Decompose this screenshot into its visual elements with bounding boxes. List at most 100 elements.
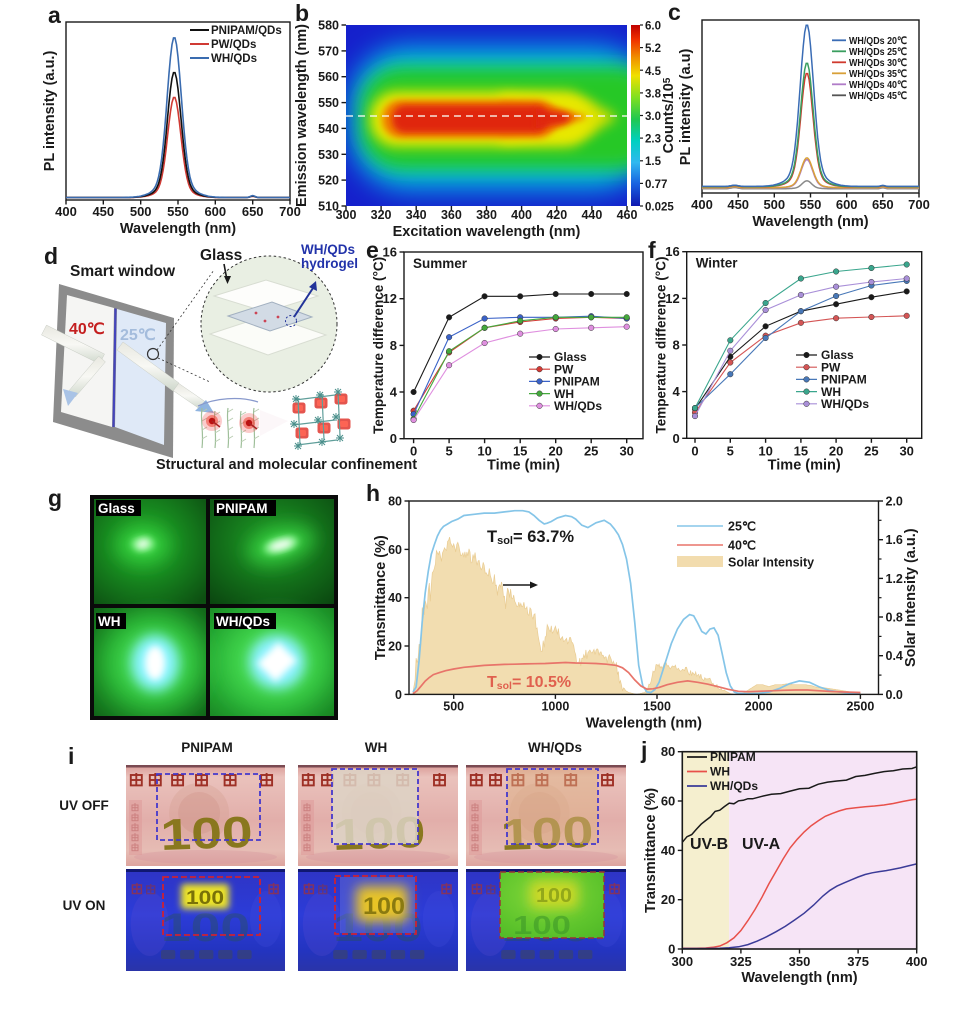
svg-text:460: 460: [617, 208, 638, 222]
svg-text:Glass: Glass: [821, 348, 854, 362]
svg-text:0.0: 0.0: [886, 688, 903, 702]
svg-text:570: 570: [318, 44, 339, 58]
svg-text:0.025: 0.025: [645, 202, 674, 214]
svg-text:Wavelength (nm): Wavelength (nm): [752, 214, 868, 230]
svg-text:UV OFF: UV OFF: [59, 798, 109, 813]
svg-text:WH/QDs 35℃: WH/QDs 35℃: [849, 68, 907, 80]
svg-text:a: a: [48, 2, 61, 28]
svg-text:25: 25: [584, 444, 598, 459]
svg-text:WH: WH: [98, 614, 121, 629]
svg-text:PNIPAM: PNIPAM: [710, 750, 756, 764]
svg-text:PNIPAM/QDs: PNIPAM/QDs: [211, 25, 282, 37]
svg-text:WH/QDs 20℃: WH/QDs 20℃: [849, 35, 907, 47]
svg-text:PW: PW: [554, 362, 574, 376]
svg-text:8: 8: [672, 338, 679, 353]
svg-text:40℃: 40℃: [69, 321, 105, 338]
svg-text:500: 500: [763, 197, 785, 212]
svg-text:6.0: 6.0: [645, 21, 661, 33]
svg-text:WH: WH: [365, 740, 388, 755]
svg-text:0.4: 0.4: [886, 649, 903, 663]
svg-text:0: 0: [395, 688, 402, 702]
svg-text:100: 100: [161, 906, 250, 950]
svg-text:100: 100: [160, 808, 254, 860]
svg-text:hydrogel: hydrogel: [301, 256, 358, 271]
svg-text:40: 40: [661, 843, 675, 858]
svg-text:PL intensity (a.u): PL intensity (a.u): [678, 49, 694, 166]
svg-text:450: 450: [92, 204, 114, 219]
svg-text:100: 100: [363, 893, 405, 920]
svg-text:2000: 2000: [745, 699, 773, 713]
svg-text:2.3: 2.3: [645, 134, 661, 146]
svg-text:WH: WH: [710, 765, 730, 779]
svg-text:30: 30: [619, 444, 633, 459]
svg-text:0: 0: [410, 444, 417, 459]
svg-text:Excitation wavelength (nm): Excitation wavelength (nm): [393, 224, 581, 240]
svg-text:550: 550: [318, 96, 339, 110]
svg-text:3.8: 3.8: [645, 88, 662, 100]
svg-text:b: b: [295, 0, 309, 26]
svg-text:60: 60: [388, 543, 402, 557]
svg-text:10: 10: [758, 443, 772, 458]
svg-text:5: 5: [445, 444, 452, 459]
svg-text:25℃: 25℃: [728, 520, 756, 534]
svg-text:Emission wavelength (nm): Emission wavelength (nm): [294, 24, 310, 207]
svg-text:16: 16: [383, 245, 397, 260]
svg-text:500: 500: [443, 699, 464, 713]
svg-text:c: c: [668, 0, 681, 25]
svg-text:20: 20: [829, 443, 843, 458]
svg-text:560: 560: [318, 70, 339, 84]
svg-text:550: 550: [167, 204, 189, 219]
svg-text:100: 100: [186, 888, 224, 909]
svg-text:Temperature difference (°C): Temperature difference (°C): [654, 257, 669, 434]
svg-text:20: 20: [661, 892, 675, 907]
svg-text:i: i: [68, 743, 74, 769]
svg-text:Structural and molecular confi: Structural and molecular confinement: [156, 457, 417, 473]
svg-text:Time (min): Time (min): [768, 457, 841, 473]
svg-text:Temperature difference (°C): Temperature difference (°C): [371, 257, 386, 434]
svg-text:350: 350: [789, 954, 811, 969]
svg-text:WH/QDs 45℃: WH/QDs 45℃: [849, 90, 907, 102]
svg-text:WH/QDs: WH/QDs: [211, 53, 257, 65]
svg-text:Wavelength (nm): Wavelength (nm): [120, 221, 236, 237]
svg-text:1500: 1500: [643, 699, 671, 713]
svg-text:1.6: 1.6: [886, 533, 903, 547]
svg-text:g: g: [48, 485, 62, 511]
svg-text:Glass: Glass: [554, 350, 587, 364]
svg-text:340: 340: [406, 208, 427, 222]
svg-text:Wavelength (nm): Wavelength (nm): [741, 970, 857, 986]
svg-text:360: 360: [441, 208, 462, 222]
svg-text:700: 700: [908, 197, 930, 212]
svg-text:PNIPAM: PNIPAM: [821, 373, 867, 387]
svg-text:400: 400: [691, 197, 713, 212]
svg-text:UV ON: UV ON: [63, 898, 106, 913]
svg-text:4.5: 4.5: [645, 66, 662, 78]
svg-text:Winter: Winter: [696, 256, 739, 271]
svg-text:420: 420: [546, 208, 567, 222]
svg-text:d: d: [44, 243, 58, 269]
svg-text:650: 650: [242, 204, 264, 219]
svg-text:325: 325: [730, 954, 752, 969]
svg-text:WH/QDs: WH/QDs: [821, 397, 869, 411]
svg-text:1.5: 1.5: [645, 156, 662, 168]
svg-text:440: 440: [581, 208, 602, 222]
svg-text:2500: 2500: [846, 699, 874, 713]
svg-text:PNIPAM: PNIPAM: [554, 375, 600, 389]
svg-text:0: 0: [672, 431, 679, 446]
svg-text:580: 580: [318, 19, 339, 33]
svg-text:16: 16: [665, 244, 679, 259]
svg-text:40: 40: [388, 591, 402, 605]
svg-text:5: 5: [727, 443, 734, 458]
svg-text:380: 380: [476, 208, 497, 222]
svg-text:400: 400: [55, 204, 77, 219]
svg-text:1000: 1000: [541, 699, 569, 713]
svg-text:PW: PW: [821, 360, 841, 374]
svg-text:300: 300: [336, 208, 357, 222]
svg-text:Smart window: Smart window: [70, 263, 176, 280]
svg-text:100: 100: [513, 910, 571, 940]
svg-text:PNIPAM: PNIPAM: [181, 740, 233, 755]
svg-text:300: 300: [671, 954, 693, 969]
svg-text:10: 10: [477, 444, 491, 459]
svg-text:650: 650: [872, 197, 894, 212]
svg-text:60: 60: [661, 794, 675, 809]
svg-text:12: 12: [665, 291, 679, 306]
